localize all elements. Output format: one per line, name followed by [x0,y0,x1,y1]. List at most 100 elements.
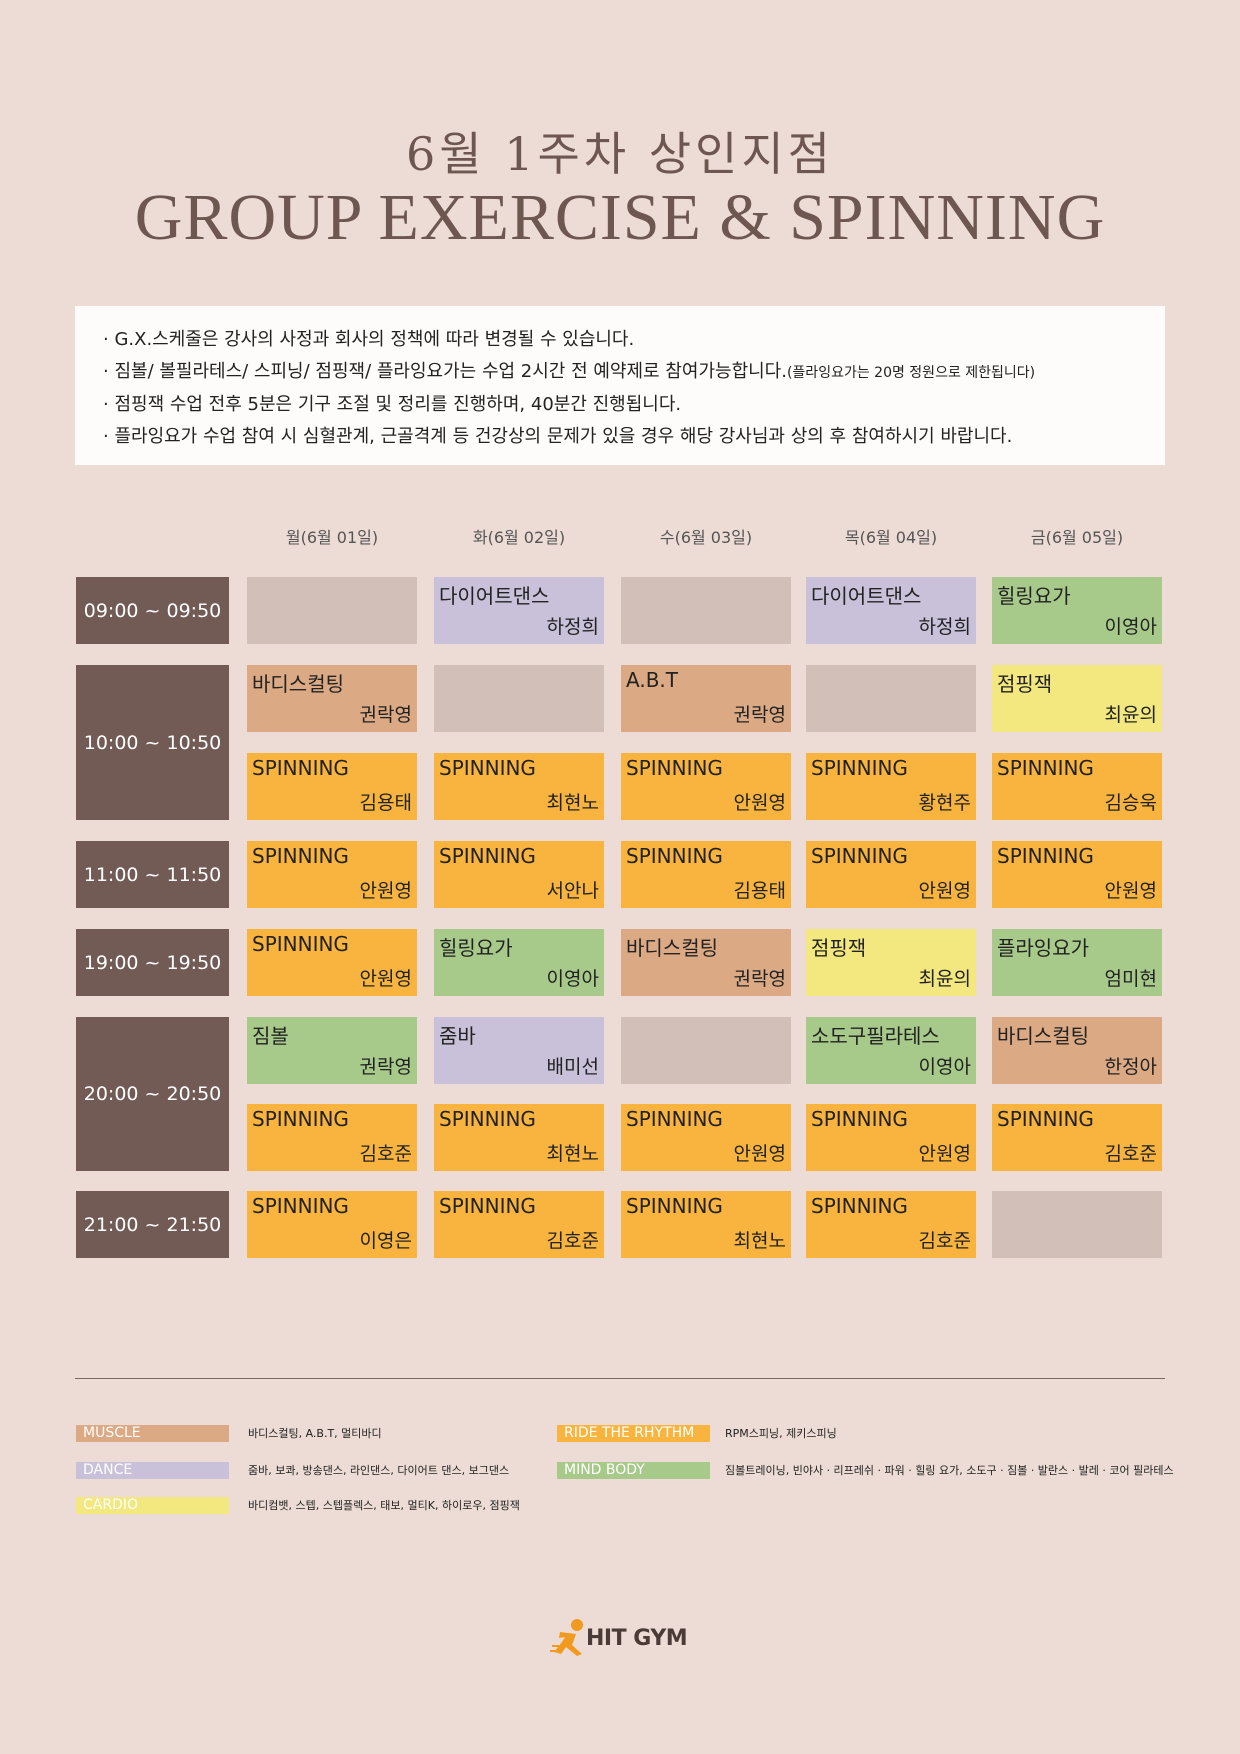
class-name: SPINNING [626,1194,723,1218]
notice-box: · G.X.스케줄은 강사의 사정과 회사의 정책에 따라 변경될 수 있습니다… [75,306,1165,465]
class-slot: A.B.T 권락영 [621,665,791,732]
class-name: SPINNING [997,756,1094,780]
class-slot: SPINNING 김호준 [247,1104,417,1171]
instructor-name: 최현노 [733,1230,786,1252]
class-slot: SPINNING 안원영 [806,841,976,908]
class-slot: 점핑잭 최윤의 [992,665,1162,732]
class-name: A.B.T [626,668,678,692]
instructor-name: 안원영 [733,1143,786,1165]
instructor-name: 김호준 [1104,1143,1157,1165]
class-name: 짐볼 [252,1024,289,1048]
class-name: SPINNING [811,1107,908,1131]
class-slot: SPINNING 최현노 [434,753,604,820]
time-slot: 11:00 ~ 11:50 [76,841,229,908]
instructor-name: 권락영 [733,704,786,726]
instructor-name: 권락영 [359,1056,412,1078]
instructor-name: 김승욱 [1104,792,1157,814]
class-name: SPINNING [252,932,349,956]
logo-text: HIT GYM [586,1626,688,1651]
instructor-name: 배미선 [546,1056,599,1078]
class-name: 점핑잭 [811,936,867,960]
class-slot: SPINNING 이영은 [247,1191,417,1258]
instructor-name: 안원영 [918,880,971,902]
empty-class-slot [621,577,791,644]
hit-gym-logo: HIT GYM [550,1616,695,1660]
class-slot: SPINNING 김호준 [806,1191,976,1258]
instructor-name: 최현노 [546,792,599,814]
class-name: SPINNING [997,844,1094,868]
class-slot: 다이어트댄스 하정희 [806,577,976,644]
time-slot: 09:00 ~ 09:50 [76,577,229,644]
class-name: SPINNING [439,1107,536,1131]
class-name: 바디스컬팅 [252,672,344,696]
class-slot: SPINNING 안원영 [992,841,1162,908]
instructor-name: 이영아 [1104,616,1157,638]
empty-class-slot [806,665,976,732]
legend-description: 줌바, 보콰, 방송댄스, 라인댄스, 다이어트 댄스, 보그댄스 [248,1464,510,1477]
legend-swatch: CARDIO [76,1497,229,1514]
instructor-name: 안원영 [359,968,412,990]
instructor-name: 권락영 [733,968,786,990]
class-slot: 소도구필라테스 이영아 [806,1017,976,1084]
class-slot: SPINNING 김용태 [247,753,417,820]
class-slot: SPINNING 최현노 [434,1104,604,1171]
class-slot: SPINNING 서안나 [434,841,604,908]
day-header: 수(6월 03일) [659,528,753,547]
instructor-name: 안원영 [1104,880,1157,902]
class-name: SPINNING [252,1107,349,1131]
class-name: 줌바 [439,1024,476,1048]
instructor-name: 권락영 [359,704,412,726]
time-slot: 10:00 ~ 10:50 [76,665,229,820]
class-slot: SPINNING 황현주 [806,753,976,820]
notice-line: · 점핑잭 수업 전후 5분은 기구 조절 및 정리를 진행하며, 40분간 진… [103,394,682,415]
class-name: SPINNING [252,844,349,868]
class-name: SPINNING [811,756,908,780]
instructor-name: 안원영 [918,1143,971,1165]
legend-description: RPM스피닝, 제키스피닝 [725,1427,837,1440]
instructor-name: 하정희 [546,616,599,638]
notice-line: · 플라잉요가 수업 참여 시 심혈관계, 근골격계 등 건강상의 문제가 있을… [103,425,1013,447]
notice-line: · G.X.스케줄은 강사의 사정과 회사의 정책에 따라 변경될 수 있습니다… [103,329,635,350]
instructor-name: 한정아 [1104,1056,1157,1078]
day-header: 화(6월 02일) [472,528,566,547]
notice-line: · 짐볼/ 볼필라테스/ 스피닝/ 점핑잭/ 플라잉요가는 수업 2시간 전 예… [103,356,1165,390]
class-slot: SPINNING 안원영 [247,841,417,908]
empty-class-slot [247,577,417,644]
class-name: 다이어트댄스 [439,584,550,608]
instructor-name: 이영아 [918,1056,971,1078]
legend-description: 바디컴뱃, 스텝, 스텝플렉스, 태보, 멀티K, 하이로우, 점핑잭 [248,1499,520,1512]
time-slot: 19:00 ~ 19:50 [76,929,229,996]
instructor-name: 최윤의 [918,968,971,990]
divider [75,1378,1165,1379]
class-name: SPINNING [997,1107,1094,1131]
class-name: 점핑잭 [997,672,1053,696]
legend-swatch: DANCE [76,1462,229,1479]
class-name: SPINNING [439,1194,536,1218]
class-slot: SPINNING 김호준 [434,1191,604,1258]
class-slot: SPINNING 안원영 [621,1104,791,1171]
instructor-name: 김호준 [918,1230,971,1252]
page-title-ko: 6월 1주차 상인지점 [405,127,835,181]
class-name: SPINNING [252,756,349,780]
class-name: SPINNING [811,844,908,868]
legend-swatch: RIDE THE RHYTHM [557,1425,710,1442]
class-slot: 바디스컬팅 권락영 [621,929,791,996]
class-name: 다이어트댄스 [811,584,922,608]
notice-line-text: · 짐볼/ 볼필라테스/ 스피닝/ 점핑잭/ 플라잉요가는 수업 2시간 전 예… [103,360,787,382]
class-name: 바디스컬팅 [997,1024,1089,1048]
day-header: 월(6월 01일) [285,528,379,547]
class-name: SPINNING [439,844,536,868]
day-header: 금(6월 05일) [1030,528,1124,547]
instructor-name: 김용태 [359,792,412,814]
instructor-name: 서안나 [546,880,599,902]
instructor-name: 안원영 [733,792,786,814]
notice-capacity-note: (플라잉요가는 20명 정원으로 제한됩니다) [786,364,1036,381]
class-name: 힐링요가 [439,936,513,960]
instructor-name: 이영아 [546,968,599,990]
